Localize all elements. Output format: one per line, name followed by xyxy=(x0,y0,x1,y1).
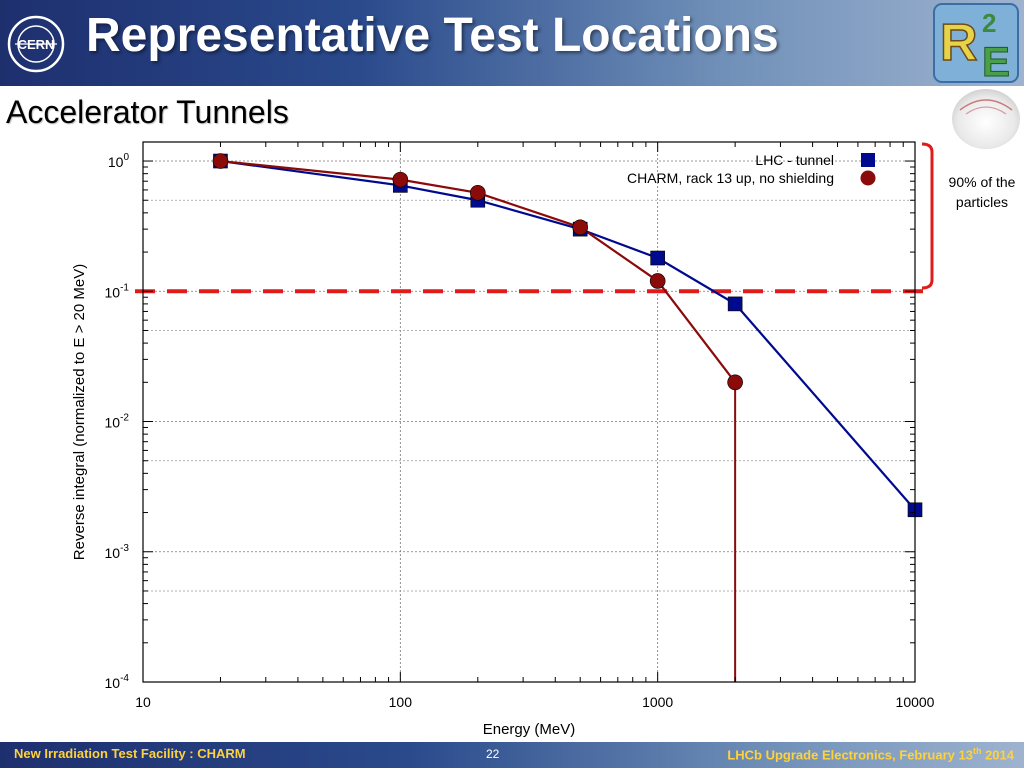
footer-right-main: LHCb Upgrade Electronics, February 13 xyxy=(727,747,973,763)
charm-point xyxy=(572,219,589,236)
charm-point xyxy=(649,273,666,289)
r2e-e: E xyxy=(982,38,1010,84)
y-tick-label: 100 xyxy=(108,152,130,170)
title-bar xyxy=(0,0,1024,86)
footer-bar: New Irradiation Test Facility : CHARM 22… xyxy=(0,742,1024,768)
annotation-line-2: particles xyxy=(955,194,1009,210)
x-tick-label: 10000 xyxy=(896,694,935,710)
y-tick-label: 10-4 xyxy=(105,673,130,691)
grid-lines xyxy=(143,142,915,682)
footer-right-year: 2014 xyxy=(981,747,1014,763)
x-tick-label: 10 xyxy=(135,694,151,710)
tunnel-photo-icon xyxy=(952,89,1020,149)
slide-subtitle: Accelerator Tunnels xyxy=(6,94,289,130)
lhc-point xyxy=(650,250,665,266)
plot-frame xyxy=(142,141,916,683)
series-line-1 xyxy=(220,159,737,383)
slide-title: Representative Test Locations xyxy=(86,9,779,62)
y-tick-label: 10-3 xyxy=(105,543,130,561)
r2e-r: R xyxy=(940,14,978,72)
y-axis-label: Reverse integral (normalized to E > 20 M… xyxy=(71,264,88,560)
footer-left-text: New Irradiation Test Facility : CHARM xyxy=(14,746,246,761)
x-tick-label: 100 xyxy=(389,694,413,710)
r2e-2: 2 xyxy=(982,8,996,38)
footer-right-sup: th xyxy=(972,746,982,756)
charm-point xyxy=(469,185,486,201)
r2e-logo-icon: R 2 E xyxy=(933,3,1019,84)
percent-annotation: 90% of the particles xyxy=(934,172,1024,212)
charm-point xyxy=(392,171,409,188)
cern-logo-text: CERN xyxy=(18,37,55,52)
cern-logo-icon: CERN xyxy=(7,15,65,73)
charm-point xyxy=(727,374,743,391)
y-tick-label: 10-1 xyxy=(105,282,130,300)
annotation-line-1: 90% of the xyxy=(948,174,1016,190)
legend-marker-1 xyxy=(860,170,876,186)
lhc-point xyxy=(727,296,743,312)
footer-right-text: LHCb Upgrade Electronics, February 13th … xyxy=(727,746,1014,762)
threshold-bracket xyxy=(921,142,934,290)
energy-spectrum-chart: 10 100 1000 10000 100 10-1 10-2 10-3 10-4 LHC - … xyxy=(71,141,935,738)
x-axis-label: Energy (MeV) xyxy=(483,721,576,738)
y-tick-label: 10-2 xyxy=(105,413,130,431)
x-tick-label: 1000 xyxy=(642,694,673,710)
legend-label-0: LHC - tunnel xyxy=(755,152,834,168)
legend-label-1: CHARM, rack 13 up, no shielding xyxy=(627,170,834,186)
page-number: 22 xyxy=(486,747,500,761)
charm-point xyxy=(212,153,229,169)
legend-marker-0 xyxy=(861,153,875,167)
